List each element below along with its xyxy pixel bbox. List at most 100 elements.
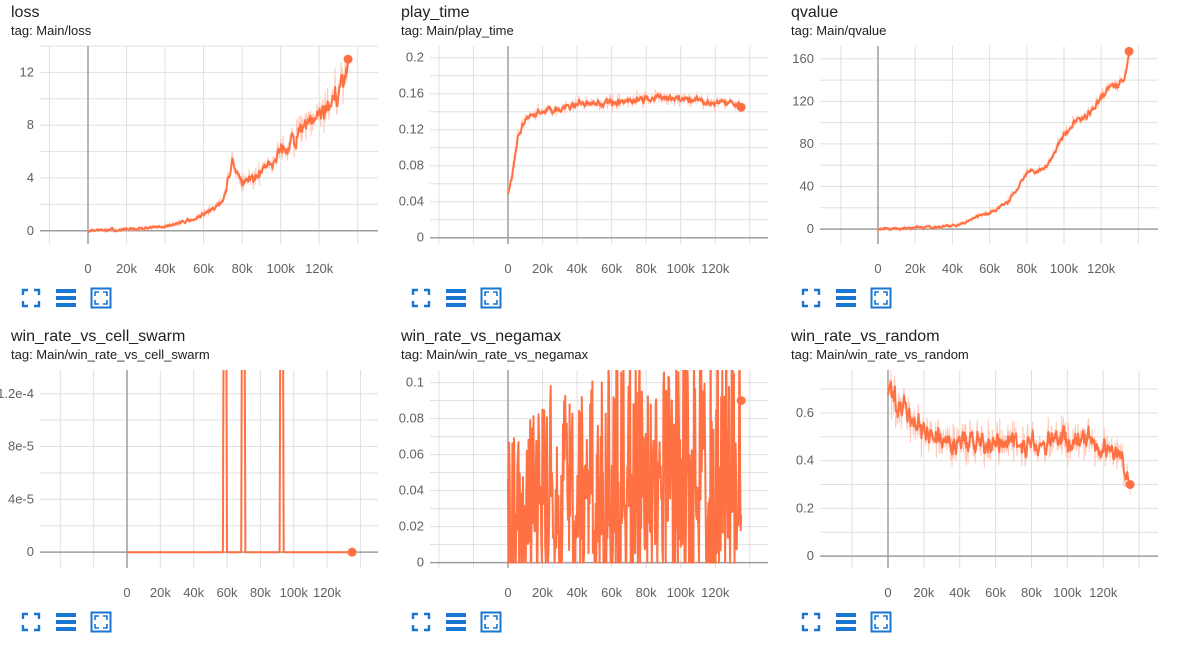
series-group xyxy=(87,54,350,234)
chart-card-qvalue: qvalue tag: Main/qvalue 0 40 80 120 160 0 20k 4… xyxy=(780,0,1170,323)
x-tick-label: 60k xyxy=(985,585,1006,600)
chart-plot-win-rate-vs-negamax[interactable]: 0 0.02 0.04 0.06 0.08 0.1 0 20k 40k 60k 80k 100k 120… xyxy=(390,364,780,612)
x-tick-label: 100k xyxy=(280,585,309,600)
series-end-point xyxy=(347,547,357,557)
data-table-icon[interactable] xyxy=(445,611,467,633)
y-tick-label: 0.06 xyxy=(399,447,424,462)
data-table-icon[interactable] xyxy=(445,287,467,309)
fit-domain-icon[interactable] xyxy=(870,611,892,633)
y-tick-label: 0.6 xyxy=(796,405,814,420)
y-tick-label: 0.02 xyxy=(399,519,424,534)
data-table-icon[interactable] xyxy=(835,611,857,633)
y-tick-label: 4 xyxy=(27,170,34,185)
x-tick-label: 100k xyxy=(1050,261,1079,276)
x-tick-label: 0 xyxy=(123,585,130,600)
x-tick-label: 60k xyxy=(601,585,622,600)
data-table-icon[interactable] xyxy=(835,287,857,309)
x-tick-label: 100k xyxy=(667,261,696,276)
grid-lines xyxy=(430,46,768,244)
series-line xyxy=(507,370,743,564)
fullscreen-icon[interactable] xyxy=(800,611,822,633)
y-tick-label: 120 xyxy=(792,93,814,108)
chart-card-win-rate-vs-negamax: win_rate_vs_negamax tag: Main/win_rate_v… xyxy=(390,324,780,647)
y-tick-label: 0 xyxy=(807,548,814,563)
y-tick-label: 0.1 xyxy=(406,375,424,390)
y-tick-label: 4e-5 xyxy=(8,491,34,506)
series-line xyxy=(877,54,1131,231)
fullscreen-icon[interactable] xyxy=(410,611,432,633)
x-tick-label: 120k xyxy=(701,261,730,276)
chart-plot-win-rate-vs-random[interactable]: 0 0.2 0.4 0.6 0 20k 40k 60k 80k 100k 120k xyxy=(780,364,1170,612)
data-table-icon[interactable] xyxy=(55,287,77,309)
y-tick-label: 0 xyxy=(417,555,424,570)
x-tick-label: 60k xyxy=(217,585,238,600)
series-end-point xyxy=(736,102,746,112)
grid-lines xyxy=(40,370,378,568)
x-tick-label: 40k xyxy=(155,261,176,276)
chart-title: qvalue xyxy=(791,4,839,21)
series-group xyxy=(887,370,1132,495)
chart-tag: tag: Main/win_rate_vs_negamax xyxy=(401,347,589,362)
x-tick-label: 40k xyxy=(183,585,204,600)
x-tick-label: 20k xyxy=(913,585,934,600)
x-tick-label: 0 xyxy=(504,585,511,600)
series-group xyxy=(507,89,743,195)
series-group xyxy=(507,370,743,564)
y-tick-label: 0 xyxy=(417,230,424,245)
chart-title: win_rate_vs_negamax xyxy=(401,328,562,345)
chart-title: win_rate_vs_random xyxy=(791,328,940,345)
x-tick-label: 40k xyxy=(942,261,963,276)
series-end-point xyxy=(343,54,353,64)
y-tick-label: 0 xyxy=(27,544,34,559)
x-tick-label: 80k xyxy=(232,261,253,276)
x-tick-label: 60k xyxy=(193,261,214,276)
fullscreen-icon[interactable] xyxy=(20,287,42,309)
y-tick-label: 0.08 xyxy=(399,411,424,426)
x-tick-label: 120k xyxy=(305,261,334,276)
series-end-point xyxy=(1124,46,1134,56)
x-tick-label: 80k xyxy=(1021,585,1042,600)
x-tick-label: 40k xyxy=(567,261,588,276)
data-table-icon[interactable] xyxy=(55,611,77,633)
chart-title: loss xyxy=(11,4,40,21)
fit-domain-icon[interactable] xyxy=(480,611,502,633)
y-tick-label: 0.2 xyxy=(406,50,424,65)
chart-plot-win-rate-vs-cell-swarm[interactable]: 0 4e-5 8e-5 1.2e-4 0 20k 40k 60k 80k 100k 120k xyxy=(0,364,390,612)
x-tick-label: 20k xyxy=(116,261,137,276)
x-tick-label: 120k xyxy=(1087,261,1116,276)
chart-plot-qvalue[interactable]: 0 40 80 120 160 0 20k 40k 60k 80k 100k 120k xyxy=(780,40,1170,288)
series-line xyxy=(887,380,1132,488)
grid-lines xyxy=(40,45,378,244)
y-tick-label: 0.16 xyxy=(399,86,424,101)
y-tick-label: 0.12 xyxy=(399,122,424,137)
chart-tag: tag: Main/win_rate_vs_random xyxy=(791,347,969,362)
x-tick-label: 0 xyxy=(84,261,91,276)
x-tick-label: 20k xyxy=(150,585,171,600)
chart-tag: tag: Main/play_time xyxy=(401,23,514,38)
x-tick-label: 80k xyxy=(1016,261,1037,276)
fit-domain-icon[interactable] xyxy=(90,287,112,309)
fit-domain-icon[interactable] xyxy=(870,287,892,309)
x-tick-label: 120k xyxy=(313,585,342,600)
y-tick-label: 0.08 xyxy=(399,158,424,173)
x-tick-label: 80k xyxy=(250,585,271,600)
fit-domain-icon[interactable] xyxy=(480,287,502,309)
chart-card-loss: loss tag: Main/loss 0 4 8 12 0 20k 40k 60k 80k 10… xyxy=(0,0,390,323)
chart-plot-play-time[interactable]: 0 0.04 0.08 0.12 0.16 0.2 0 20k 40k 60k 80k 100k 120… xyxy=(390,40,780,288)
x-tick-label: 100k xyxy=(267,261,296,276)
chart-title: play_time xyxy=(401,4,470,21)
fullscreen-icon[interactable] xyxy=(800,287,822,309)
fullscreen-icon[interactable] xyxy=(410,287,432,309)
y-tick-label: 1.2e-4 xyxy=(0,386,34,401)
x-tick-label: 100k xyxy=(1053,585,1082,600)
chart-tag: tag: Main/qvalue xyxy=(791,23,887,38)
x-tick-label: 0 xyxy=(884,585,891,600)
chart-card-win-rate-vs-random: win_rate_vs_random tag: Main/win_rate_vs… xyxy=(780,324,1170,647)
fullscreen-icon[interactable] xyxy=(20,611,42,633)
fit-domain-icon[interactable] xyxy=(90,611,112,633)
series-end-point xyxy=(736,396,746,406)
chart-plot-loss[interactable]: 0 4 8 12 0 20k 40k 60k 80k 100k 120k xyxy=(0,40,390,288)
x-tick-label: 80k xyxy=(636,585,657,600)
y-tick-label: 0.04 xyxy=(399,483,424,498)
x-tick-label: 120k xyxy=(1089,585,1118,600)
